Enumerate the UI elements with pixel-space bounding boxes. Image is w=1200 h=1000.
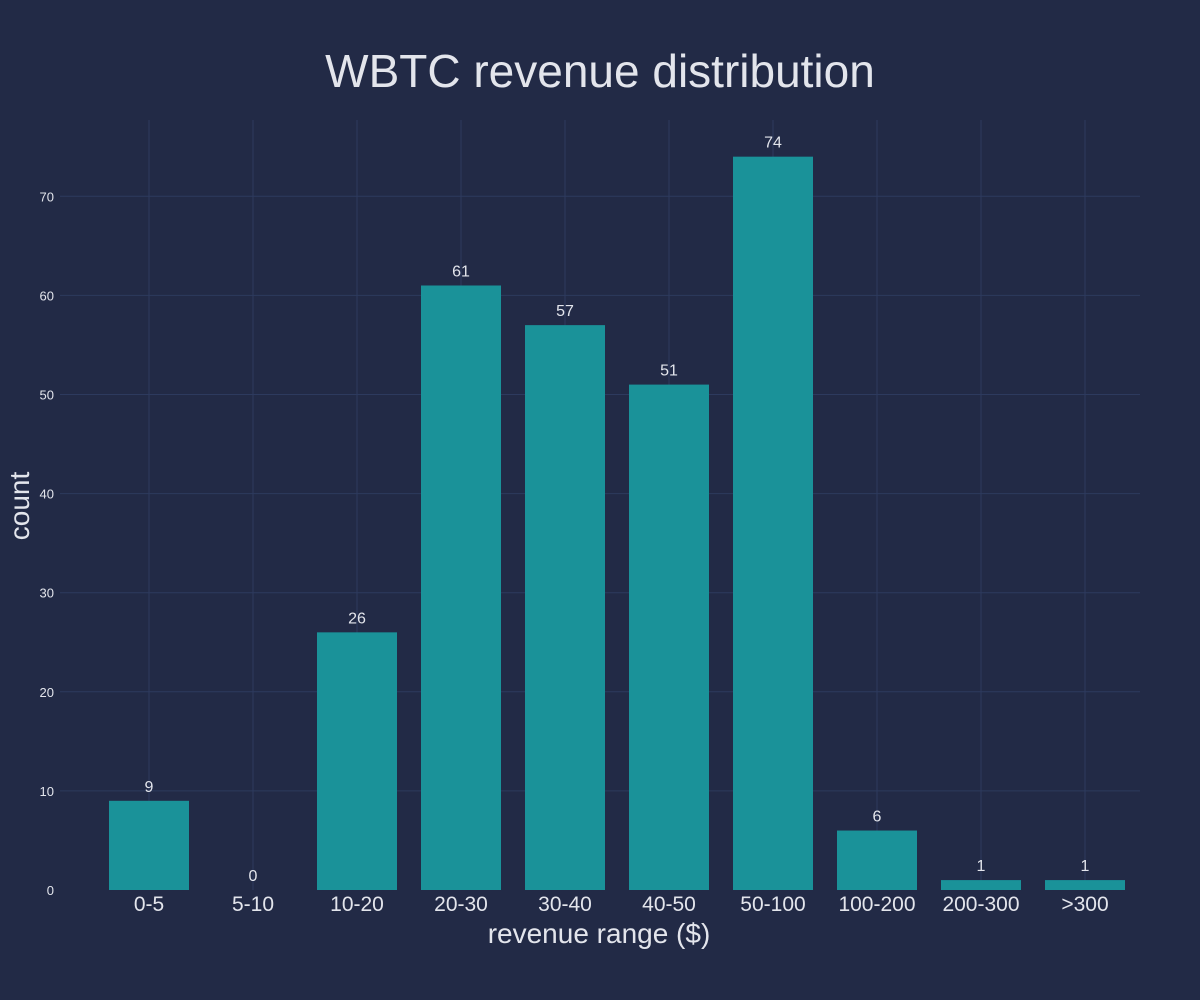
bar-2: [317, 632, 397, 890]
data-label: 6: [873, 809, 882, 826]
y-axis-ticks: 0 10 20 30 40 50 60 70: [40, 189, 54, 898]
x-tick-label: 0-5: [134, 893, 164, 916]
data-label: 74: [764, 135, 782, 152]
bar-0: [109, 800, 189, 890]
bar-6: [733, 156, 813, 890]
bar-8: [941, 880, 1021, 890]
bar-5: [629, 384, 709, 890]
y-axis-label: count: [4, 472, 35, 541]
x-axis-label: revenue range ($): [488, 918, 711, 949]
x-tick-label: >300: [1061, 893, 1108, 916]
chart-title: WBTC revenue distribution: [325, 45, 875, 97]
x-tick-label: 30-40: [538, 893, 592, 916]
x-tick-label: 5-10: [232, 893, 274, 916]
data-label: 57: [556, 303, 574, 320]
x-tick-label: 100-200: [838, 893, 915, 916]
data-label: 0: [249, 868, 258, 885]
y-tick-label: 10: [40, 784, 54, 799]
x-tick-label: 10-20: [330, 893, 384, 916]
data-label: 26: [348, 610, 366, 627]
bar-3: [421, 285, 501, 890]
y-tick-label: 20: [40, 685, 54, 700]
bar-4: [525, 325, 605, 890]
y-tick-label: 60: [40, 288, 54, 303]
data-label: 1: [1081, 858, 1090, 875]
x-tick-label: 200-300: [942, 893, 1019, 916]
y-tick-label: 50: [40, 388, 54, 403]
bars: [109, 156, 1125, 890]
y-tick-label: 70: [40, 189, 54, 204]
data-label: 61: [452, 263, 470, 280]
data-label: 9: [145, 779, 154, 796]
data-label: 51: [660, 363, 678, 380]
data-label: 1: [977, 858, 986, 875]
x-axis-ticks: 0-5 5-10 10-20 20-30 30-40 40-50 50-100 100-200…: [134, 893, 1109, 916]
x-tick-label: 20-30: [434, 893, 488, 916]
bar-7: [837, 830, 917, 890]
bar-9: [1045, 880, 1125, 890]
y-tick-label: 0: [47, 883, 54, 898]
x-tick-label: 50-100: [740, 893, 805, 916]
y-tick-label: 30: [40, 586, 54, 601]
x-tick-label: 40-50: [642, 893, 696, 916]
y-tick-label: 40: [40, 487, 54, 502]
